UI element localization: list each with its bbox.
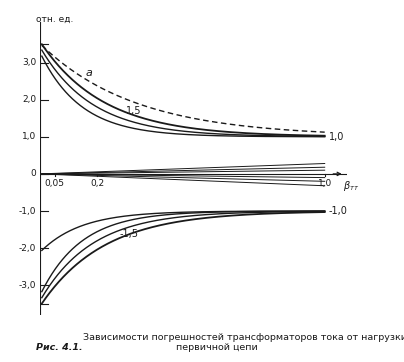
Text: -1,0: -1,0 (329, 206, 348, 216)
Text: -1,0: -1,0 (19, 206, 36, 215)
Text: отн. ед.: отн. ед. (36, 14, 74, 24)
Text: -3,0: -3,0 (19, 281, 36, 290)
Text: a: a (85, 68, 92, 78)
Text: 1,0: 1,0 (329, 132, 344, 142)
Text: -1,5: -1,5 (120, 229, 139, 239)
Text: 2,0: 2,0 (22, 95, 36, 104)
Text: Зависимости погрешностей трансформаторов тока от нагрузки
                      : Зависимости погрешностей трансформаторов… (83, 333, 404, 352)
Text: -2,0: -2,0 (19, 244, 36, 253)
Text: 1,0: 1,0 (22, 132, 36, 141)
Text: Рис. 4.1.: Рис. 4.1. (36, 343, 83, 352)
Text: 1,0: 1,0 (318, 180, 332, 189)
Text: 0,2: 0,2 (90, 180, 104, 189)
Text: 0,05: 0,05 (44, 180, 65, 189)
Text: $\beta_{тт}$: $\beta_{тт}$ (343, 179, 360, 193)
Text: 1,5: 1,5 (126, 106, 141, 116)
Text: 3,0: 3,0 (22, 58, 36, 67)
Text: 0: 0 (30, 169, 36, 178)
